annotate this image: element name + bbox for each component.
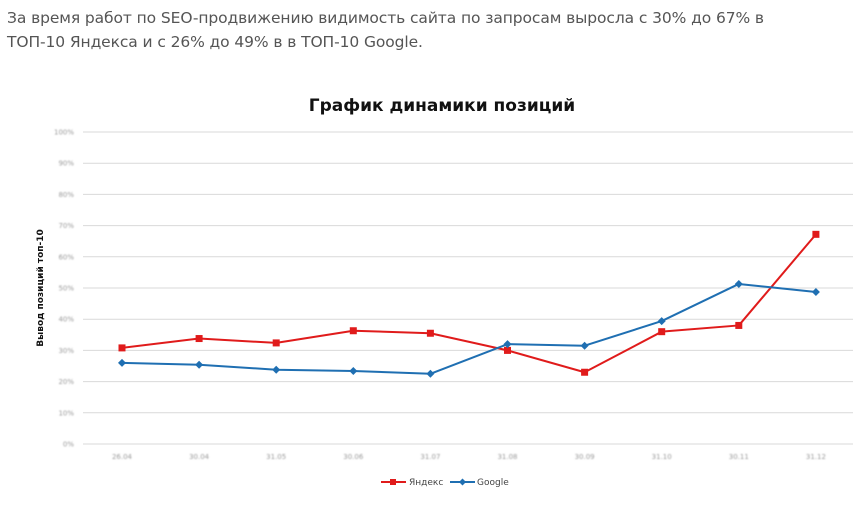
x-tick-label: 30.11	[729, 453, 749, 461]
intro-line-2: ТОП-10 Яндекса и с 26% до 49% в в ТОП-10…	[7, 33, 423, 51]
intro-text: За время работ по SEO-продвижению видимо…	[7, 6, 847, 54]
y-tick-labels: 0% 10% 20% 30% 40% 50% 60% 70% 80% 90% 100%	[54, 129, 74, 449]
series-group	[118, 230, 820, 378]
y-tick-label: 0%	[63, 441, 74, 449]
data-point-google	[272, 365, 281, 374]
series-line-yandex	[121, 233, 817, 374]
x-tick-label: 30.04	[189, 453, 210, 461]
y-tick-label: 50%	[58, 285, 74, 293]
y-tick-label: 40%	[58, 316, 74, 324]
data-point-yandex	[735, 321, 743, 329]
legend-label-yandex: Яндекс	[409, 478, 443, 488]
data-point-google	[657, 317, 666, 326]
y-axis-label: Вывод позиций топ-10	[36, 229, 46, 347]
legend-label-google: Google	[477, 478, 509, 488]
y-tick-label: 20%	[58, 378, 74, 386]
y-tick-label: 90%	[58, 160, 74, 168]
data-point-google	[811, 288, 820, 297]
data-point-google	[580, 341, 589, 350]
data-point-google	[195, 360, 204, 369]
x-tick-labels: 26.04 30.04 31.05 30.06 31.07 31.08 30.09 31.10…	[112, 453, 826, 461]
data-point-google	[118, 358, 126, 367]
x-tick-label: 31.10	[652, 453, 672, 461]
y-tick-label: 80%	[58, 191, 74, 199]
data-point-yandex	[812, 230, 820, 238]
y-tick-label: 60%	[58, 253, 74, 261]
data-point-yandex	[272, 339, 280, 347]
gridlines	[83, 131, 853, 445]
legend-marker-yandex	[390, 479, 396, 485]
data-point-yandex	[195, 335, 203, 343]
data-point-yandex	[426, 329, 434, 337]
legend-marker-google	[459, 478, 466, 486]
y-tick-label: 30%	[58, 347, 74, 355]
x-tick-label: 31.05	[266, 453, 286, 461]
x-tick-label: 26.04	[112, 453, 133, 461]
x-tick-label: 31.08	[497, 453, 517, 461]
data-point-google	[349, 366, 358, 375]
data-point-yandex	[349, 327, 357, 335]
y-tick-label: 70%	[58, 222, 74, 230]
intro-line-1: За время работ по SEO-продвижению видимо…	[7, 9, 764, 27]
x-tick-label: 31.07	[420, 453, 440, 461]
x-tick-label: 30.06	[343, 453, 364, 461]
data-point-yandex	[658, 328, 666, 336]
chart-title: График динамики позиций	[309, 96, 575, 116]
data-point-google	[426, 369, 435, 378]
x-tick-label: 30.09	[575, 453, 595, 461]
data-point-google	[503, 340, 512, 349]
legend: Яндекс Google	[381, 478, 509, 488]
x-tick-label: 31.12	[806, 453, 826, 461]
y-tick-label: 10%	[58, 409, 74, 417]
y-tick-label: 100%	[54, 129, 74, 137]
data-point-yandex	[118, 344, 126, 352]
data-point-yandex	[581, 368, 589, 376]
data-point-google	[734, 279, 743, 288]
data-point-yandex	[504, 346, 511, 354]
series-line-google	[121, 282, 817, 375]
